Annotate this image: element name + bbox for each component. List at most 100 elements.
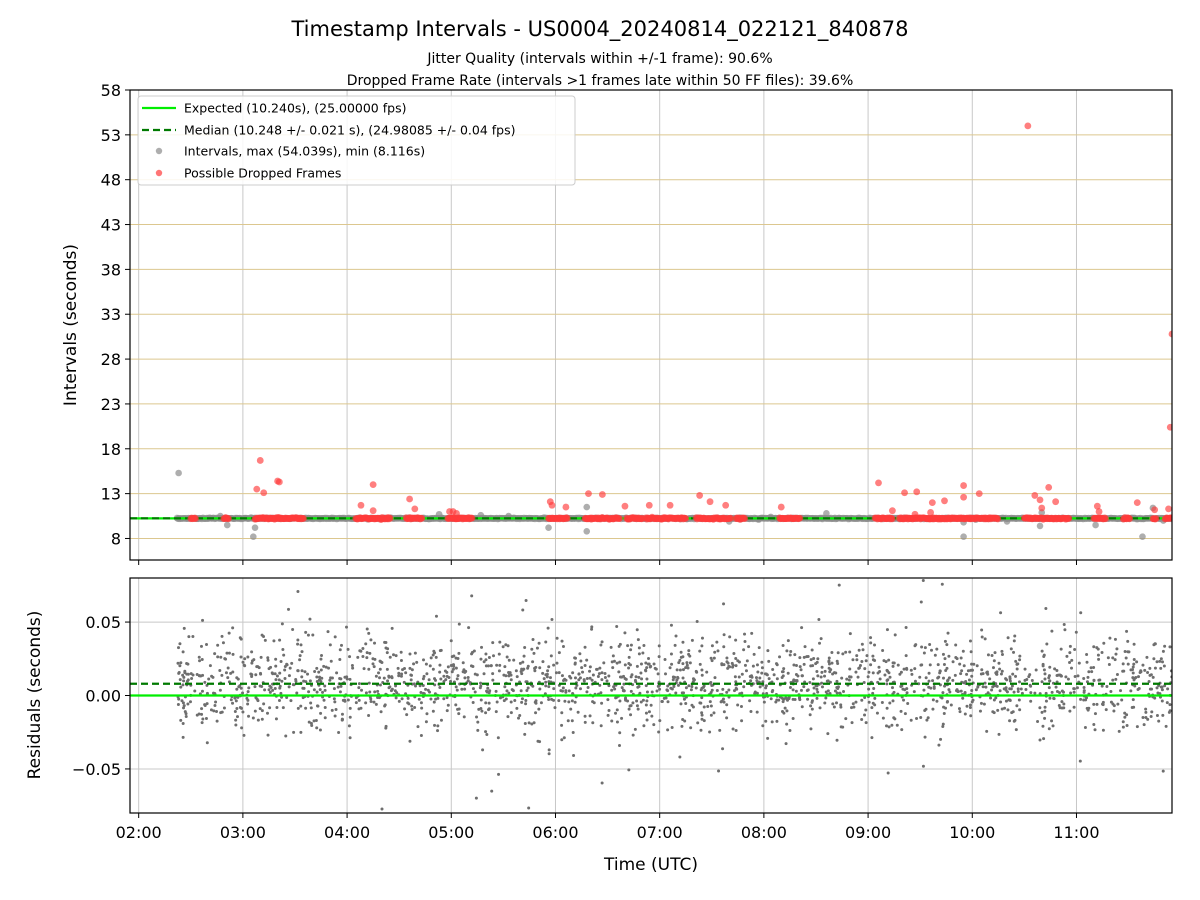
residual-point xyxy=(899,684,903,688)
intervals-plot-area xyxy=(130,122,1172,540)
dropped-frame-point xyxy=(706,498,714,506)
residual-point xyxy=(306,672,310,676)
residual-point xyxy=(998,689,1002,693)
residual-point xyxy=(326,630,330,634)
residual-point xyxy=(767,677,771,681)
residual-point xyxy=(583,664,587,668)
intervals-y-tick-label: 13 xyxy=(101,485,121,504)
residual-point xyxy=(722,700,726,704)
residuals-y-tick-label: 0.05 xyxy=(85,613,121,632)
residual-point xyxy=(680,724,684,728)
residual-point xyxy=(296,669,300,673)
residual-point xyxy=(547,748,551,752)
residual-point xyxy=(725,716,729,720)
residual-point xyxy=(268,690,272,694)
residual-point xyxy=(976,685,980,689)
residual-point xyxy=(708,681,712,685)
residual-point xyxy=(238,636,242,640)
residual-point xyxy=(273,672,277,676)
residual-point xyxy=(515,706,519,710)
residual-point xyxy=(333,635,337,639)
residual-point xyxy=(627,655,631,659)
dropped-frame-point xyxy=(1165,505,1172,513)
residual-point xyxy=(809,658,813,662)
residual-point xyxy=(1059,647,1063,651)
residual-point xyxy=(827,662,831,666)
residual-point xyxy=(734,664,738,668)
residual-point xyxy=(252,658,256,662)
residual-point xyxy=(662,696,666,700)
residual-point xyxy=(836,685,840,689)
residual-point xyxy=(927,671,931,675)
residual-point xyxy=(784,696,788,700)
residual-point xyxy=(800,674,804,678)
residual-point xyxy=(690,685,694,689)
residual-point xyxy=(840,676,844,680)
residual-point xyxy=(1042,655,1046,659)
residual-point xyxy=(280,622,284,626)
residual-point xyxy=(588,676,592,680)
residual-point xyxy=(639,671,643,675)
residual-point xyxy=(809,727,813,731)
residual-point xyxy=(386,679,390,683)
residual-point xyxy=(279,659,283,663)
residual-point xyxy=(835,691,839,695)
residual-point xyxy=(536,739,540,743)
residual-point xyxy=(713,650,717,654)
residual-point xyxy=(718,728,722,732)
residual-point xyxy=(570,719,574,723)
residual-point xyxy=(986,653,990,657)
residual-point xyxy=(338,690,342,694)
residual-point xyxy=(405,713,409,717)
residual-point xyxy=(544,640,548,644)
residual-point xyxy=(812,686,816,690)
residual-point xyxy=(408,666,412,670)
residual-point xyxy=(685,661,689,665)
residual-point xyxy=(851,658,855,662)
residual-point xyxy=(666,728,670,732)
residual-point xyxy=(867,670,871,674)
residual-point xyxy=(782,711,786,715)
residual-point xyxy=(538,666,542,670)
intervals-y-tick-label: 8 xyxy=(111,529,121,548)
interval-point xyxy=(823,510,830,517)
residual-point xyxy=(550,697,554,701)
residual-point xyxy=(1135,725,1139,729)
residual-point xyxy=(802,662,806,666)
residual-point xyxy=(520,697,524,701)
residual-point xyxy=(760,660,764,664)
residual-point xyxy=(634,675,638,679)
dropped-frame-point xyxy=(1166,423,1172,431)
residual-point xyxy=(219,655,223,659)
residual-point xyxy=(479,707,483,711)
residual-point xyxy=(371,657,375,661)
residual-point xyxy=(635,699,639,703)
residual-point xyxy=(600,781,604,785)
residual-point xyxy=(637,675,641,679)
residual-point xyxy=(1104,708,1108,712)
residual-point xyxy=(778,655,782,659)
residual-point xyxy=(655,689,659,693)
dropped-frame-point xyxy=(1024,122,1032,130)
residual-point xyxy=(1092,678,1096,682)
residual-point xyxy=(253,709,257,713)
residual-point xyxy=(722,645,726,649)
residual-point xyxy=(1070,658,1074,662)
residual-point xyxy=(834,701,838,705)
residual-point xyxy=(1097,657,1101,661)
residual-point xyxy=(725,570,728,573)
interval-point xyxy=(250,533,257,540)
x-tick-label: 03:00 xyxy=(220,823,266,842)
residual-point xyxy=(362,667,366,671)
residual-point xyxy=(227,651,231,655)
residual-point xyxy=(234,723,238,727)
residual-point xyxy=(413,706,417,710)
residual-point xyxy=(1010,711,1014,715)
residual-point xyxy=(564,690,568,694)
residual-point xyxy=(636,707,640,711)
residual-point xyxy=(1044,607,1048,611)
residual-point xyxy=(1111,656,1115,660)
residual-point xyxy=(315,726,319,730)
residual-point xyxy=(806,654,810,658)
residual-point xyxy=(1041,664,1045,668)
